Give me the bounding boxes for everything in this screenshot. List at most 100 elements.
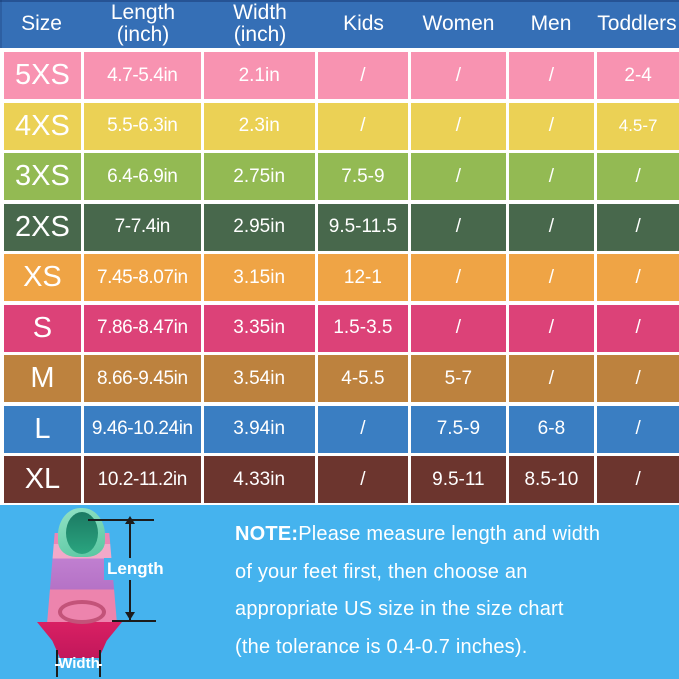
table-cell: 4.5-7	[597, 102, 679, 150]
table-cell: 2-4	[597, 52, 679, 99]
table-cell: 7-7.4in	[83, 203, 201, 251]
width-tick-left	[56, 650, 58, 677]
arrow-down-icon	[125, 612, 135, 620]
table-cell: 4.33in	[203, 456, 315, 503]
length-extension-line-bottom	[112, 620, 156, 622]
table-cell: /	[317, 405, 409, 453]
table-row: 4XS 5.5-6.3in 2.3in / / / 4.5-7	[4, 102, 679, 150]
table-row: L 9.46-10.24in 3.94in / 7.5-9 6-8 /	[4, 405, 679, 453]
table-cell: /	[508, 102, 595, 150]
table-cell: 3.15in	[203, 254, 315, 301]
table-cell: /	[597, 203, 679, 251]
table-cell: /	[317, 456, 409, 503]
table-cell: 2.3in	[203, 102, 315, 150]
table-cell: /	[597, 355, 679, 402]
column-header-kids: Kids	[343, 12, 384, 36]
footer-section: Length Width NOTE:Please measure length …	[0, 505, 679, 679]
table-cell: /	[597, 254, 679, 301]
table-cell: /	[317, 102, 409, 150]
table-cell: 7.5-9	[317, 153, 409, 200]
table-cell: 7.45-8.07in	[83, 254, 201, 301]
length-label: Length	[104, 558, 167, 580]
table-cell: /	[508, 153, 595, 200]
table-cell: 5-7	[411, 355, 506, 402]
table-cell: 7.86-8.47in	[83, 304, 201, 352]
table-cell: /	[411, 153, 506, 200]
table-cell: 12-1	[317, 254, 409, 301]
table-cell: 5.5-6.3in	[83, 102, 201, 150]
size-cell: 4XS	[4, 102, 81, 150]
note-line-3: appropriate US size in the size chart	[235, 598, 564, 620]
size-cell: 3XS	[4, 153, 81, 200]
table-cell: /	[508, 52, 595, 99]
table-cell: 8.5-10	[508, 456, 595, 503]
table-cell: /	[597, 405, 679, 453]
width-label: Width	[58, 655, 100, 672]
table-cell: /	[411, 102, 506, 150]
table-cell: /	[411, 304, 506, 352]
size-cell: L	[4, 405, 81, 453]
size-cell: M	[4, 355, 81, 402]
table-cell: 6-8	[508, 405, 595, 453]
table-row: 3XS 6.4-6.9in 2.75in 7.5-9 / / /	[4, 153, 679, 200]
table-cell: 3.35in	[203, 304, 315, 352]
column-header-width: Width (inch)	[233, 1, 287, 46]
column-header-length: Length (inch)	[110, 1, 176, 46]
table-cell: /	[508, 355, 595, 402]
table-cell: 9.5-11.5	[317, 203, 409, 251]
table-cell: 10.2-11.2in	[83, 456, 201, 503]
table-row: M 8.66-9.45in 3.54in 4-5.5 5-7 / /	[4, 355, 679, 402]
table-row: 5XS 4.7-5.4in 2.1in / / / 2-4	[4, 52, 679, 99]
table-row: XS 7.45-8.07in 3.15in 12-1 / / /	[4, 254, 679, 301]
table-cell: /	[597, 304, 679, 352]
table-cell: /	[508, 254, 595, 301]
length-extension-line-top	[88, 519, 154, 521]
fin-foot-pocket	[37, 622, 122, 658]
table-row: 2XS 7-7.4in 2.95in 9.5-11.5 / / /	[4, 203, 679, 251]
column-header-size: Size	[21, 12, 62, 36]
table-cell: 4.7-5.4in	[83, 52, 201, 99]
column-header-toddlers: Toddlers	[597, 12, 677, 36]
table-cell: 2.75in	[203, 153, 315, 200]
table-cell: 3.94in	[203, 405, 315, 453]
table-cell: /	[508, 304, 595, 352]
table-cell: 1.5-3.5	[317, 304, 409, 352]
table-cell: /	[508, 203, 595, 251]
table-body: 5XS 4.7-5.4in 2.1in / / / 2-4 4XS 5.5-6.…	[0, 48, 679, 505]
table-cell: /	[317, 52, 409, 99]
column-header-women: Women	[422, 12, 495, 36]
width-dash-left	[55, 664, 60, 666]
width-tick-right	[99, 650, 101, 677]
table-cell: 2.1in	[203, 52, 315, 99]
size-cell: XS	[4, 254, 81, 301]
table-cell: 6.4-6.9in	[83, 153, 201, 200]
table-cell: 9.5-11	[411, 456, 506, 503]
size-cell: 2XS	[4, 203, 81, 251]
table-header: Size Length (inch) Width (inch) Kids Wom…	[0, 0, 679, 48]
arrow-up-icon	[125, 516, 135, 524]
size-cell: XL	[4, 456, 81, 503]
note-line-4: (the tolerance is 0.4-0.7 inches).	[235, 635, 528, 658]
note-text: NOTE:Please measure length and width of …	[235, 516, 645, 666]
table-cell: /	[411, 52, 506, 99]
table-cell: 7.5-9	[411, 405, 506, 453]
table-cell: 2.95in	[203, 203, 315, 251]
table-cell: /	[411, 254, 506, 301]
table-row: XL 10.2-11.2in 4.33in / 9.5-11 8.5-10 /	[4, 456, 679, 503]
table-cell: /	[597, 153, 679, 200]
size-cell: 5XS	[4, 52, 81, 99]
table-cell: /	[411, 203, 506, 251]
fin-foot-opening	[58, 600, 106, 624]
table-row: S 7.86-8.47in 3.35in 1.5-3.5 / / /	[4, 304, 679, 352]
table-cell: 3.54in	[203, 355, 315, 402]
table-cell: 9.46-10.24in	[83, 405, 201, 453]
size-cell: S	[4, 304, 81, 352]
table-cell: 8.66-9.45in	[83, 355, 201, 402]
note-label: NOTE:	[235, 523, 299, 545]
note-line-2: of your feet first, then choose an	[235, 560, 528, 583]
table-cell: 4-5.5	[317, 355, 409, 402]
column-header-men: Men	[530, 12, 572, 36]
width-dash-right	[97, 664, 102, 666]
table-cell: /	[597, 456, 679, 503]
